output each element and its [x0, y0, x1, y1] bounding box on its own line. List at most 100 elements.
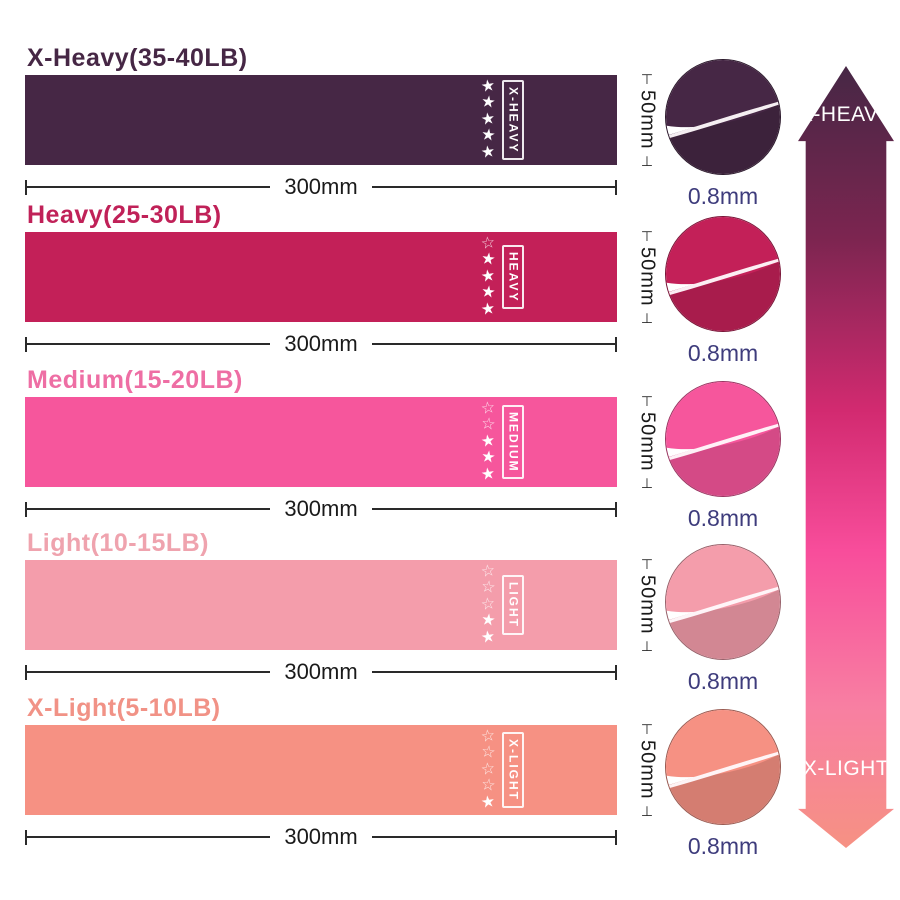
thickness-value: 0.8mm [687, 183, 759, 209]
scale-bottom-label: X-LIGHT [802, 757, 890, 780]
band-badge: ☆ ☆ ☆ ★ ★ LIGHT [479, 560, 525, 650]
dimension-line [27, 343, 271, 345]
star-rating: ☆ ☆ ☆ ★ ★ [479, 562, 497, 647]
star-rating: ☆ ★ ★ ★ ★ [479, 234, 497, 319]
band-swatch: ☆ ☆ ☆ ☆ ★ X-LIGHT [25, 725, 617, 815]
dimension-tick: ⊥ [640, 802, 654, 819]
scale-top-label: X-HEAVY [798, 103, 894, 126]
thickness-value: 0.8mm [687, 340, 759, 366]
band-title: Medium(15-20LB) [27, 366, 243, 394]
width-dimension: ⊤ 50mm ⊥ [625, 71, 669, 169]
band-badge: ★ ★ ★ ★ ★ X-HEAVY [479, 75, 525, 165]
thickness-photo [665, 381, 781, 497]
length-value: 300mm [284, 496, 358, 521]
band-title: Light(10-15LB) [27, 529, 209, 557]
width-value: 50mm [636, 90, 659, 150]
band-swatch: ★ ★ ★ ★ ★ X-HEAVY [25, 75, 617, 165]
thickness-photo [665, 59, 781, 175]
star-filled-icon: ★ [479, 792, 497, 812]
dimension-tick [25, 179, 27, 195]
band-row: X-Heavy(35-40LB) ★ ★ ★ ★ ★ X-HEAVY 300mm ⊤ 5… [25, 43, 781, 209]
dimension-tick: ⊥ [640, 309, 654, 326]
dimension-tick [25, 829, 27, 845]
band-strength-label: MEDIUM [502, 404, 525, 480]
dimension-line [27, 671, 271, 673]
star-filled-icon: ★ [479, 627, 497, 647]
width-value: 50mm [636, 247, 659, 307]
band-title: Heavy(25-30LB) [27, 201, 222, 229]
dimension-tick: ⊤ [640, 228, 654, 244]
star-rating: ★ ★ ★ ★ ★ [479, 77, 497, 162]
band-badge: ☆ ☆ ☆ ☆ ★ X-LIGHT [479, 725, 525, 815]
dimension-tick [615, 179, 618, 195]
dimension-line [371, 343, 616, 345]
length-dimension: 300mm [25, 659, 618, 684]
dimension-tick: ⊥ [640, 152, 654, 169]
thickness-detail: 0.8mm [661, 709, 785, 860]
band-badge: ☆ ☆ ★ ★ ★ MEDIUM [479, 397, 525, 487]
dimension-line [371, 671, 616, 673]
dimension-line [27, 836, 271, 838]
thickness-detail: 0.8mm [661, 544, 785, 695]
dimension-line [27, 508, 271, 510]
dimension-tick: ⊥ [640, 474, 654, 491]
width-value: 50mm [636, 740, 659, 800]
length-dimension: 300mm [25, 496, 618, 521]
band-swatch: ☆ ☆ ★ ★ ★ MEDIUM [25, 397, 617, 487]
thickness-photo [665, 709, 781, 825]
width-dimension: ⊤ 50mm ⊥ [625, 556, 669, 654]
band-strength-label: X-LIGHT [502, 732, 525, 808]
star-filled-icon: ★ [479, 299, 497, 319]
length-dimension: 300mm [25, 331, 618, 356]
star-filled-icon: ★ [479, 464, 497, 484]
length-value: 300mm [284, 174, 358, 199]
length-value: 300mm [284, 824, 358, 849]
dimension-tick: ⊥ [640, 637, 654, 654]
band-strength-label: HEAVY [502, 244, 525, 310]
band-row: Medium(15-20LB) ☆ ☆ ★ ★ ★ MEDIUM 300mm ⊤ 50m… [25, 365, 781, 531]
dimension-line [371, 836, 616, 838]
dimension-tick [615, 829, 618, 845]
dimension-tick: ⊤ [640, 393, 654, 409]
dimension-tick [25, 336, 27, 352]
length-value: 300mm [284, 331, 358, 356]
band-swatch: ☆ ★ ★ ★ ★ HEAVY [25, 232, 617, 322]
thickness-value: 0.8mm [687, 668, 759, 694]
star-filled-icon: ★ [479, 142, 497, 162]
width-value: 50mm [636, 412, 659, 472]
star-rating: ☆ ☆ ☆ ☆ ★ [479, 727, 497, 812]
band-badge: ☆ ★ ★ ★ ★ HEAVY [479, 232, 525, 322]
dimension-tick: ⊤ [640, 71, 654, 87]
thickness-value: 0.8mm [687, 505, 759, 531]
width-dimension: ⊤ 50mm ⊥ [625, 722, 669, 819]
thickness-photo [665, 544, 781, 660]
resistance-scale-arrow: X-HEAVY X-LIGHT [798, 66, 894, 848]
width-value: 50mm [636, 575, 659, 635]
length-value: 300mm [284, 659, 358, 684]
dimension-line [371, 508, 616, 510]
band-strength-label: X-HEAVY [502, 79, 525, 161]
length-dimension: 300mm [25, 824, 618, 849]
dimension-tick: ⊤ [640, 556, 654, 572]
length-dimension: 300mm [25, 174, 618, 199]
dimension-tick [615, 501, 618, 517]
band-row: Heavy(25-30LB) ☆ ★ ★ ★ ★ HEAVY 300mm ⊤ 50mm … [25, 200, 781, 366]
dimension-tick [615, 664, 618, 680]
thickness-photo [665, 216, 781, 332]
width-dimension: ⊤ 50mm ⊥ [625, 393, 669, 491]
band-row: X-Light(5-10LB) ☆ ☆ ☆ ☆ ★ X-LIGHT 300mm ⊤ 50… [25, 693, 781, 859]
dimension-tick [25, 501, 27, 517]
dimension-line [27, 186, 271, 188]
dimension-tick [25, 664, 27, 680]
thickness-detail: 0.8mm [661, 216, 785, 367]
dimension-line [371, 186, 616, 188]
band-row: Light(10-15LB) ☆ ☆ ☆ ★ ★ LIGHT 300mm ⊤ 50mm … [25, 528, 781, 694]
band-title: X-Light(5-10LB) [27, 694, 221, 722]
band-swatch: ☆ ☆ ☆ ★ ★ LIGHT [25, 560, 617, 650]
width-dimension: ⊤ 50mm ⊥ [625, 228, 669, 326]
star-rating: ☆ ☆ ★ ★ ★ [479, 399, 497, 484]
dimension-tick [615, 336, 618, 352]
thickness-detail: 0.8mm [661, 59, 785, 210]
